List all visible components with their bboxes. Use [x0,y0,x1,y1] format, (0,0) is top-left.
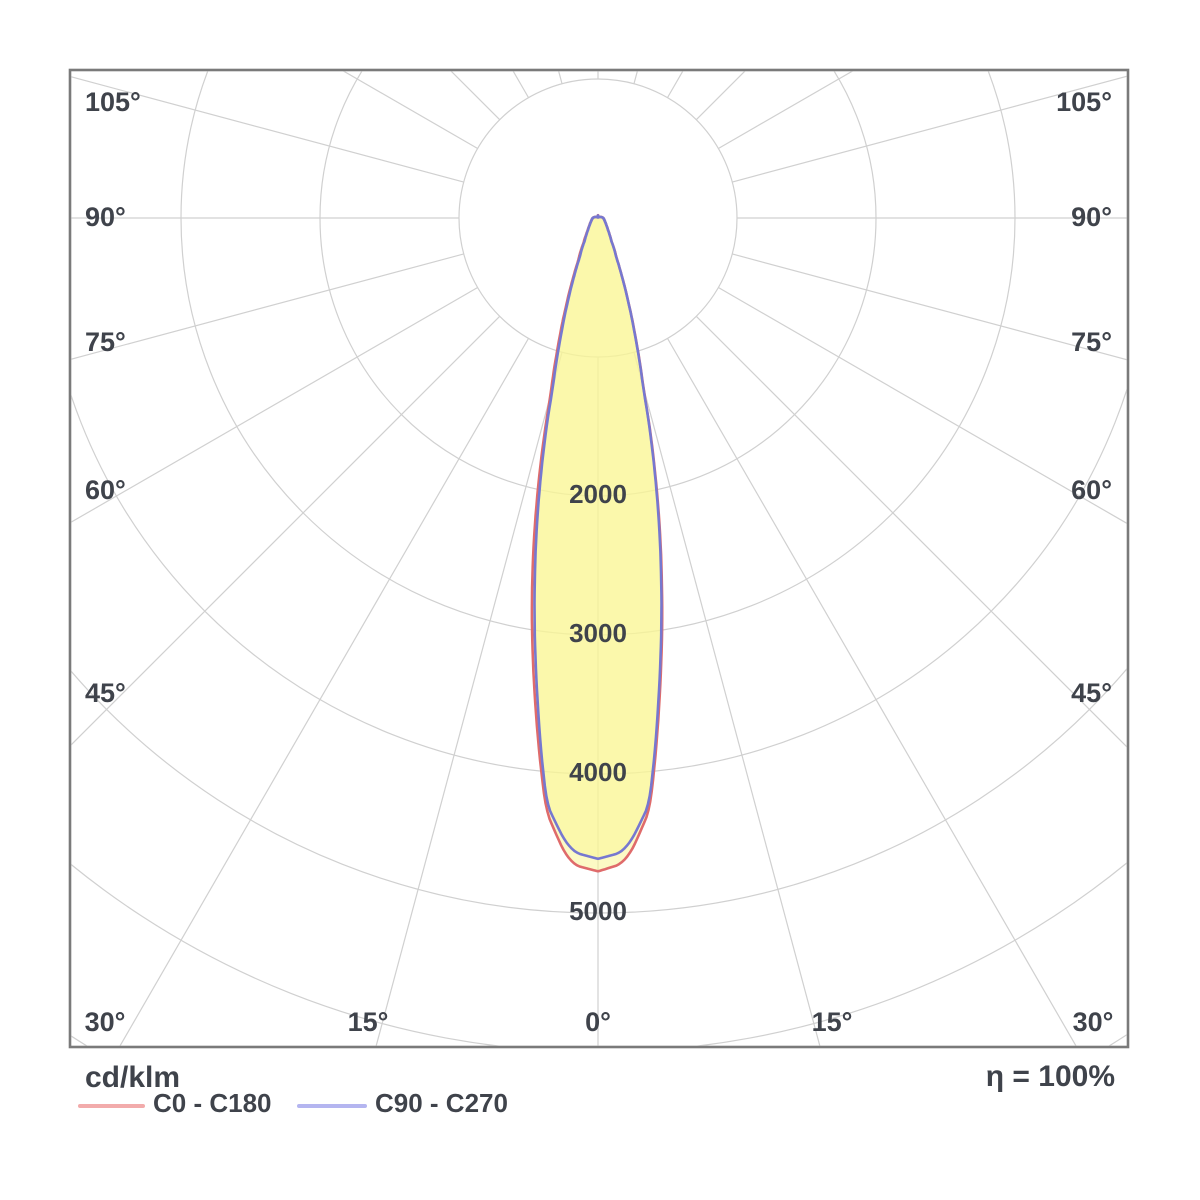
legend-line-c90-c270 [297,1104,367,1108]
radial-line [71,315,501,746]
angle-label-left: 75° [85,327,126,357]
angle-label-left: 90° [85,202,126,232]
radial-line [666,71,684,98]
radial-line [375,352,563,1046]
radial-line [718,286,1127,524]
radial-line [633,352,821,1046]
legend-label-c90-c270: C90 - C270 [375,1088,508,1118]
angle-label-right: 90° [1071,202,1112,232]
radial-line [343,71,478,150]
ring-label: 2000 [569,479,627,509]
radial-line [71,286,478,523]
axis-labels: 2000 3000 4000 5000 105° 90° 75° 60° 45° 105° 90° 7… [85,87,1114,1037]
radial-line [71,253,464,360]
angle-label-bottom: 15° [812,1007,853,1037]
radial-line [512,71,530,98]
radial-line [119,338,530,1046]
angle-label-left: 60° [85,475,126,505]
angle-label-bottom: 30° [85,1007,126,1037]
radial-line [71,76,464,183]
ring-label: 4000 [569,757,627,787]
angle-label-left: 45° [85,678,126,708]
radial-unit-label: cd/klm [85,1061,181,1094]
ring-label: 3000 [569,618,627,648]
radial-line [695,315,1127,748]
angle-label-bottom: 15° [348,1007,389,1037]
radial-line [666,338,1077,1046]
ring-label: 5000 [569,896,627,926]
angle-label-right: 105° [1056,87,1112,117]
beam-fills [531,215,663,872]
beam-curves [530,213,664,873]
angle-label-left: 105° [85,87,141,117]
curve-c90-c270 [533,214,663,861]
radial-line [732,253,1127,361]
angle-label-right: 75° [1071,327,1112,357]
radial-line [450,71,501,121]
angle-label-bottom: 0° [585,1007,611,1037]
angle-label-right: 45° [1071,678,1112,708]
beam-fill-c90-c270 [534,215,662,859]
angle-label-bottom: 30° [1073,1007,1114,1037]
plot-border [68,68,1130,1049]
legend-line-c0-c180 [78,1104,145,1108]
legend-label-c0-c180: C0 - C180 [153,1088,272,1118]
radial-line [695,71,746,121]
angle-label-right: 60° [1071,475,1112,505]
efficiency-label: η = 100% [985,1060,1115,1093]
radial-line [732,75,1127,183]
